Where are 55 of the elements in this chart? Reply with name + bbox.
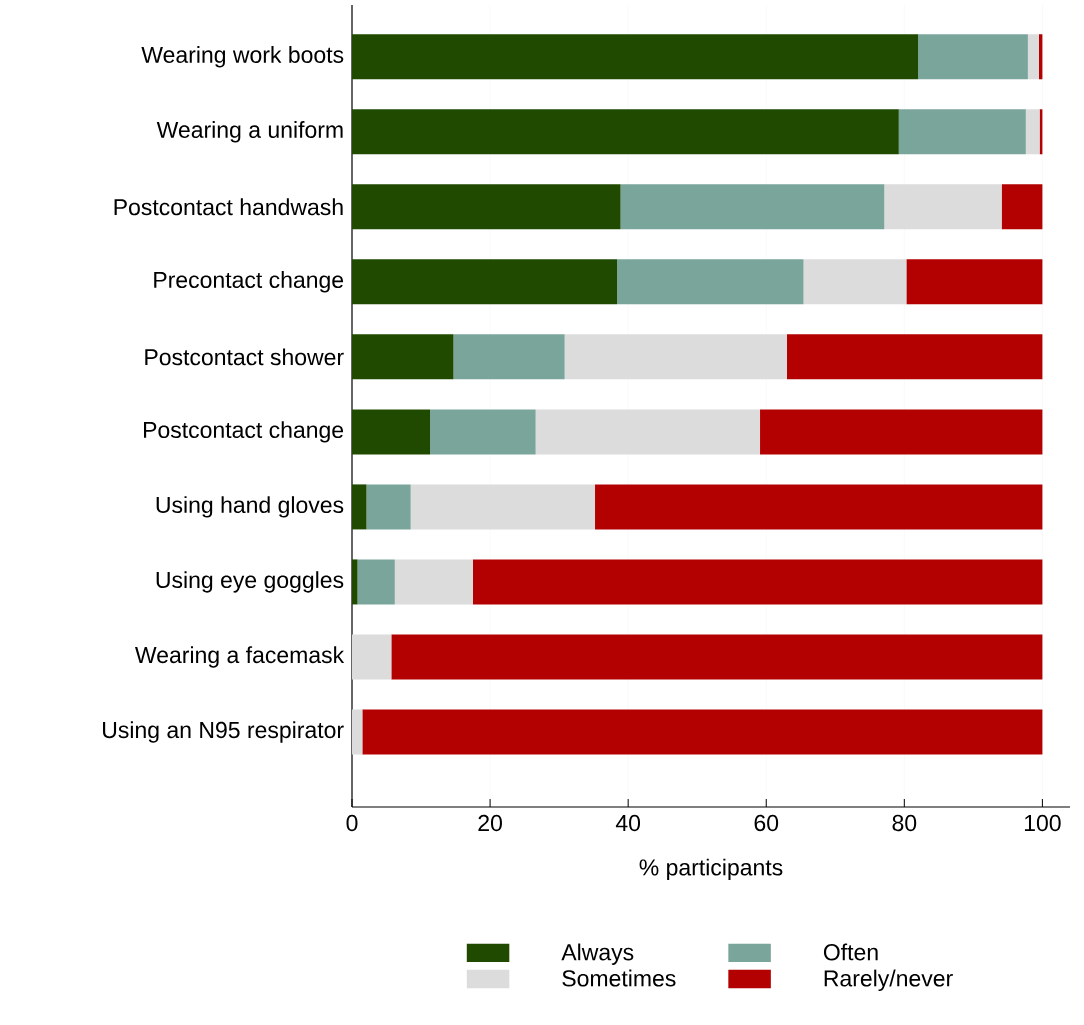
bar — [564, 334, 787, 380]
legend-label: Always — [561, 943, 634, 965]
bar — [1025, 109, 1040, 155]
legend-label: Rarely/never — [824, 969, 953, 992]
legend-label: Often — [823, 943, 878, 961]
bar — [918, 34, 1028, 80]
y-tick-label: Postcontact shower — [145, 348, 344, 366]
bar — [472, 559, 1043, 605]
bar — [352, 184, 621, 230]
y-tick-label: Wearing a uniform — [156, 121, 343, 143]
x-tick-label: 100 — [1024, 814, 1061, 832]
bar — [366, 484, 411, 530]
x-tick-label: 40 — [615, 814, 641, 832]
bar — [362, 709, 1043, 755]
bar — [410, 484, 596, 530]
bar — [898, 109, 1026, 155]
bar — [803, 259, 907, 305]
y-tick-label: Using eye goggles — [156, 571, 344, 593]
bar — [357, 559, 395, 605]
bar — [884, 184, 1002, 230]
x-tick-label: 80 — [892, 814, 917, 832]
y-tick-label: Postcontact handwash — [114, 198, 343, 216]
bar — [620, 184, 885, 230]
bar — [1001, 184, 1043, 230]
bar — [1027, 34, 1039, 80]
bar — [391, 634, 1043, 680]
bar — [786, 334, 1043, 380]
bar — [352, 484, 367, 530]
bar — [535, 409, 761, 455]
bar — [906, 259, 1043, 305]
bar — [430, 409, 536, 455]
x-axis-title: % participants — [639, 858, 783, 881]
bar — [352, 259, 618, 305]
y-tick-label: Postcontact change — [144, 421, 344, 443]
bar — [352, 559, 358, 605]
legend-label: Sometimes — [562, 969, 676, 987]
y-tick-label: Using hand gloves — [156, 496, 344, 518]
bar — [352, 709, 363, 755]
y-tick-label: Wearing work boots — [141, 46, 344, 68]
y-tick-label: Using an N95 respirator — [103, 721, 344, 743]
bar — [352, 409, 431, 455]
x-tick-label: 60 — [754, 814, 779, 832]
bar — [352, 34, 919, 80]
bar — [394, 559, 473, 605]
x-tick-label: 0 — [346, 814, 358, 832]
y-tick-label: Wearing a facemask — [135, 646, 345, 668]
bar — [352, 109, 899, 155]
bar — [352, 634, 392, 680]
bar — [760, 409, 1043, 455]
bar — [617, 259, 804, 305]
x-tick-label: 20 — [478, 814, 502, 832]
bar — [453, 334, 565, 380]
bar — [595, 484, 1043, 530]
bar — [352, 334, 454, 380]
y-tick-label: Precontact change — [154, 271, 344, 293]
